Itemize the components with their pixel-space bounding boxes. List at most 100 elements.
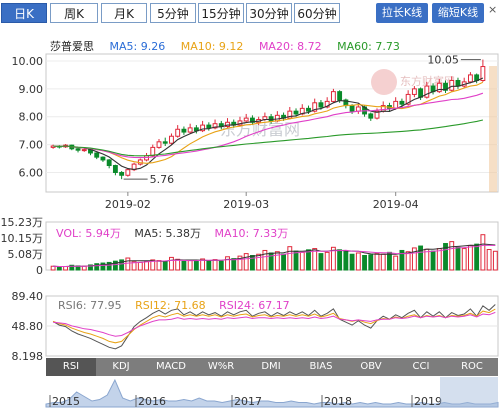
price-y-tick: 9.00 — [19, 83, 44, 96]
candle-up — [299, 107, 305, 115]
candle-down — [387, 105, 392, 109]
candle-down — [249, 117, 255, 123]
rsi24-line — [53, 311, 496, 337]
volume-bar — [318, 253, 324, 271]
candle-up — [312, 102, 318, 112]
candle-down — [399, 100, 405, 105]
volume-ma5-line — [53, 243, 496, 267]
price-x-tick: 2019-04 — [373, 198, 419, 211]
volume-bar — [374, 253, 380, 271]
rsi12-line — [52, 308, 496, 344]
volume-bar — [299, 251, 305, 271]
candle-up — [480, 66, 486, 81]
volume-bar — [436, 248, 442, 271]
volume-bar — [249, 255, 255, 271]
price-ma20-line — [53, 92, 484, 159]
candle-up — [274, 114, 280, 122]
price-pane: 10.00 9.00 8.00 7.00 6.00 2019-02 2019-03 2019… — [12, 53, 499, 211]
candle-down — [368, 113, 374, 119]
rsi-y-tick: 89.40 — [12, 290, 44, 303]
stock-name: 莎普爱思 — [50, 40, 94, 53]
volume-bar — [75, 265, 81, 271]
tab-roc[interactable]: ROC — [461, 361, 483, 372]
volume-bar — [480, 234, 486, 271]
volume-bar — [69, 264, 75, 271]
volume-bar — [193, 260, 199, 271]
timeline-selection[interactable] — [440, 377, 498, 407]
volume-y-tick: 0 — [36, 264, 43, 277]
candle-up — [125, 169, 131, 176]
volume-bar — [50, 265, 56, 271]
tab-kdj[interactable]: KDJ — [112, 361, 130, 372]
rsi-legend: RSI6: 77.95 RSI12: 71.68 RSI24: 67.17 — [58, 299, 290, 312]
legend-ma5: MA5: 9.26 — [109, 40, 166, 53]
tab-daily-k[interactable]: 日K — [1, 3, 47, 23]
candle-up — [175, 128, 181, 137]
volume-legend: VOL: 5.94万 MA5: 5.38万 MA10: 7.33万 — [56, 225, 288, 241]
tab-5min[interactable]: 5分钟 — [150, 3, 196, 23]
tab-macd[interactable]: MACD — [156, 361, 186, 372]
candle-up — [81, 149, 87, 152]
candle-down — [306, 107, 311, 112]
tab-obv[interactable]: OBV — [360, 361, 382, 372]
candle-up — [169, 135, 174, 144]
tab-wr[interactable]: W%R — [207, 361, 235, 372]
candle-up — [330, 91, 336, 102]
tab-rsi[interactable]: RSI — [46, 358, 96, 376]
tab-60min[interactable]: 60分钟 — [294, 3, 340, 23]
volume-bar — [200, 258, 206, 271]
volume-bar — [169, 256, 174, 271]
shrink-k-button[interactable]: 缩短K线 — [432, 3, 484, 23]
price-ma10-line — [53, 81, 484, 164]
legend-rsi6: RSI6: 77.95 — [58, 299, 122, 312]
volume-bar — [362, 255, 367, 271]
watermark-logo: 东方财富网 — [371, 69, 455, 95]
volume-bar — [150, 259, 156, 271]
scroll-handle[interactable] — [489, 66, 497, 192]
volume-y-tick: 15.23万 — [1, 216, 44, 229]
tab-dmi[interactable]: DMI — [261, 361, 281, 372]
watermark-text: 东方财富网 — [220, 120, 300, 139]
candle-up — [187, 127, 193, 133]
candle-down — [231, 121, 237, 126]
volume-bar — [218, 260, 224, 271]
tab-weekly-k[interactable]: 周K — [50, 3, 98, 23]
close-icon[interactable]: × — [488, 3, 498, 16]
tab-15min[interactable]: 15分钟 — [198, 3, 244, 23]
candle-down — [181, 128, 187, 133]
tab-bias[interactable]: BIAS — [309, 361, 333, 372]
candle-down — [343, 99, 349, 107]
volume-bar — [312, 248, 318, 271]
legend-ma20: MA20: 8.72 — [258, 40, 322, 53]
volume-bar — [162, 261, 168, 271]
volume-bar — [405, 251, 411, 271]
candle-up — [411, 88, 417, 95]
rsi-y-tick: 8.198 — [12, 350, 44, 363]
watermark-logo-text: 东方财富网 — [400, 74, 455, 88]
candle-down — [100, 156, 106, 161]
volume-bar — [63, 266, 69, 271]
tab-monthly-k[interactable]: 月K — [101, 3, 147, 23]
stretch-k-button[interactable]: 拉长K线 — [376, 3, 428, 23]
price-y-tick: 8.00 — [19, 111, 44, 124]
volume-bar — [175, 258, 181, 271]
tab-30min[interactable]: 30分钟 — [246, 3, 292, 23]
timeline-tick: 2018 — [324, 395, 352, 408]
volume-bar — [125, 257, 131, 271]
volume-bar — [112, 260, 118, 271]
volume-bar — [324, 251, 330, 271]
candle-up — [156, 141, 162, 148]
candle-up — [380, 105, 386, 112]
candle-up — [449, 79, 455, 91]
tab-cci[interactable]: CCI — [412, 361, 430, 372]
volume-bar — [399, 249, 405, 271]
candle-down — [349, 105, 355, 112]
candle-down — [337, 91, 343, 101]
volume-bar — [455, 246, 461, 271]
volume-bar — [424, 248, 430, 271]
volume-bar — [144, 260, 149, 271]
volume-bar — [411, 247, 417, 271]
volume-bar — [181, 260, 187, 271]
legend-ma60: MA60: 7.73 — [337, 40, 400, 53]
